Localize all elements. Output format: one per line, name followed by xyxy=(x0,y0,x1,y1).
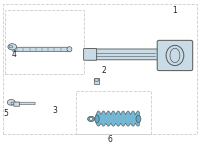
FancyBboxPatch shape xyxy=(87,49,164,60)
Text: 5: 5 xyxy=(3,109,8,118)
Ellipse shape xyxy=(136,115,141,123)
Circle shape xyxy=(8,44,17,50)
Ellipse shape xyxy=(94,79,99,81)
FancyBboxPatch shape xyxy=(11,102,35,105)
Text: 4: 4 xyxy=(12,50,17,59)
Text: 2: 2 xyxy=(102,66,106,75)
Circle shape xyxy=(88,116,95,122)
FancyBboxPatch shape xyxy=(14,102,20,106)
Text: 6: 6 xyxy=(107,135,112,144)
Ellipse shape xyxy=(87,50,92,59)
FancyBboxPatch shape xyxy=(13,47,69,51)
Circle shape xyxy=(89,118,93,120)
Text: 1: 1 xyxy=(173,6,177,15)
FancyBboxPatch shape xyxy=(84,49,97,60)
Ellipse shape xyxy=(170,48,180,63)
Ellipse shape xyxy=(95,115,99,123)
Bar xyxy=(5,10,84,74)
FancyBboxPatch shape xyxy=(157,40,193,71)
Bar xyxy=(94,78,99,84)
Ellipse shape xyxy=(67,47,72,52)
Circle shape xyxy=(7,100,15,105)
Polygon shape xyxy=(96,111,139,126)
Bar xyxy=(76,91,151,134)
FancyBboxPatch shape xyxy=(9,46,12,48)
Text: 3: 3 xyxy=(52,106,57,116)
